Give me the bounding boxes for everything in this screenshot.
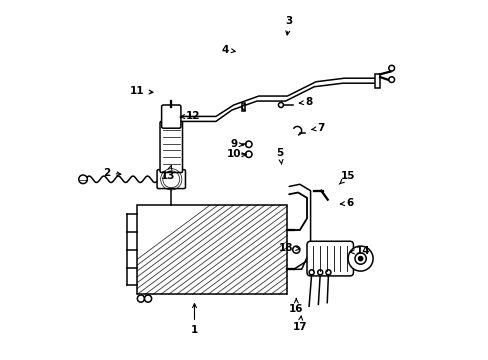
Circle shape	[358, 256, 362, 261]
Circle shape	[354, 253, 366, 264]
Circle shape	[245, 141, 251, 148]
Text: 15: 15	[339, 171, 355, 184]
Text: 3: 3	[285, 16, 292, 35]
Text: 1: 1	[190, 304, 198, 335]
FancyBboxPatch shape	[162, 105, 181, 128]
Circle shape	[144, 295, 151, 302]
Circle shape	[325, 270, 330, 275]
Circle shape	[388, 77, 394, 82]
Text: 6: 6	[340, 198, 353, 208]
FancyBboxPatch shape	[306, 241, 353, 276]
FancyBboxPatch shape	[157, 170, 185, 189]
Circle shape	[79, 175, 87, 184]
Text: 11: 11	[130, 86, 153, 96]
Text: 9: 9	[230, 139, 243, 149]
Text: 14: 14	[349, 247, 369, 256]
Text: 10: 10	[226, 149, 246, 159]
Bar	[241, 103, 244, 111]
Circle shape	[347, 246, 372, 271]
Circle shape	[245, 151, 251, 157]
Text: 18: 18	[278, 243, 299, 253]
Bar	[137, 205, 287, 294]
Bar	[374, 73, 380, 88]
Text: 16: 16	[288, 298, 303, 314]
Circle shape	[292, 246, 299, 253]
Circle shape	[388, 65, 394, 71]
FancyBboxPatch shape	[160, 121, 182, 172]
Circle shape	[137, 295, 144, 302]
Text: 13: 13	[160, 166, 175, 181]
Text: 12: 12	[180, 111, 200, 121]
Circle shape	[308, 270, 313, 275]
Text: 4: 4	[221, 45, 235, 55]
Circle shape	[317, 270, 322, 275]
Circle shape	[278, 103, 283, 108]
Bar	[137, 205, 287, 294]
Text: 7: 7	[311, 123, 325, 133]
Text: 5: 5	[276, 148, 283, 164]
Text: 2: 2	[103, 168, 121, 178]
Text: 17: 17	[292, 316, 306, 332]
Text: 8: 8	[299, 97, 312, 107]
